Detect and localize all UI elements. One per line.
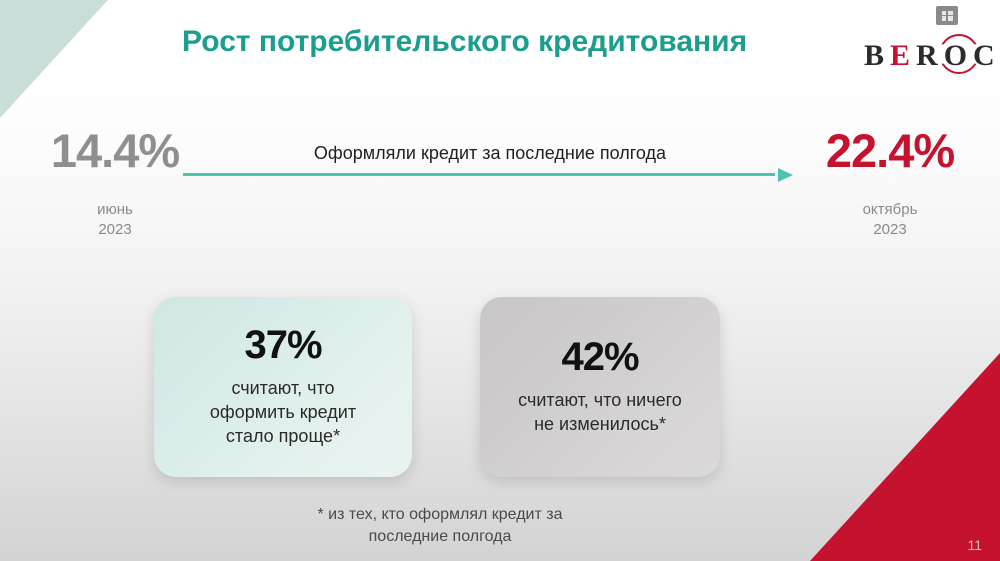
kpi-after-value: 22.4% (825, 124, 955, 177)
comparison-caption: Оформляли кредит за последние полгода (313, 143, 667, 163)
kpi-after: 22.4% октябрь 2023 (800, 127, 980, 241)
kpi-after-year: 2023 (873, 221, 907, 239)
kpi-before: 14.4% июнь 2023 (30, 127, 200, 241)
kpi-after-period: октябрь 2023 (800, 200, 980, 241)
stat-card-line-1: считают, что (231, 378, 335, 399)
growth-arrow-icon (183, 168, 793, 182)
slide-number: 11 (967, 537, 982, 553)
logo-letter-r: R (916, 39, 944, 72)
stat-card-easier: 37% считают, что оформить кредит стало п… (154, 297, 412, 477)
stat-card-percent: 42% (561, 335, 639, 380)
stat-card-percent: 37% (244, 323, 322, 368)
decorative-red-corner (810, 353, 1000, 561)
stat-card-line-3: стало проще* (225, 425, 341, 446)
footnote-line-2: последние полгода (368, 527, 512, 545)
kpi-before-year: 2023 (98, 221, 132, 239)
grid-menu-icon[interactable] (936, 6, 958, 25)
stat-card-line-2: оформить кредит (209, 402, 357, 423)
beroc-logo: BEROC (864, 33, 995, 81)
grid-glyph (941, 10, 953, 21)
page-title: Рост потребительского кредитования (182, 25, 748, 58)
logo-letter-b: B (864, 39, 891, 72)
stat-card-description: считают, что ничего не изменилось* (518, 389, 682, 437)
logo-letter-e: E (890, 39, 917, 72)
stat-card-unchanged: 42% считают, что ничего не изменилось* (480, 297, 720, 477)
kpi-after-month: октябрь (862, 201, 918, 218)
kpi-before-value: 14.4% (50, 124, 180, 177)
logo-letter-c: C (973, 39, 1000, 72)
footnote-line-1: * из тех, кто оформлял кредит за (317, 506, 563, 523)
arrow-line (183, 173, 775, 176)
logo-wordmark: BEROC (864, 39, 1000, 73)
stat-card-line-2: не изменилось* (534, 414, 666, 434)
kpi-before-month: июнь (97, 201, 133, 218)
footnote: * из тех, кто оформлял кредит за последн… (230, 504, 650, 547)
stat-card-line-1: считают, что ничего (518, 390, 682, 411)
kpi-before-period: июнь 2023 (30, 200, 200, 241)
arrow-head (778, 168, 793, 182)
header-band (0, 0, 1000, 97)
stat-card-description: считают, что оформить кредит стало проще… (210, 377, 356, 448)
